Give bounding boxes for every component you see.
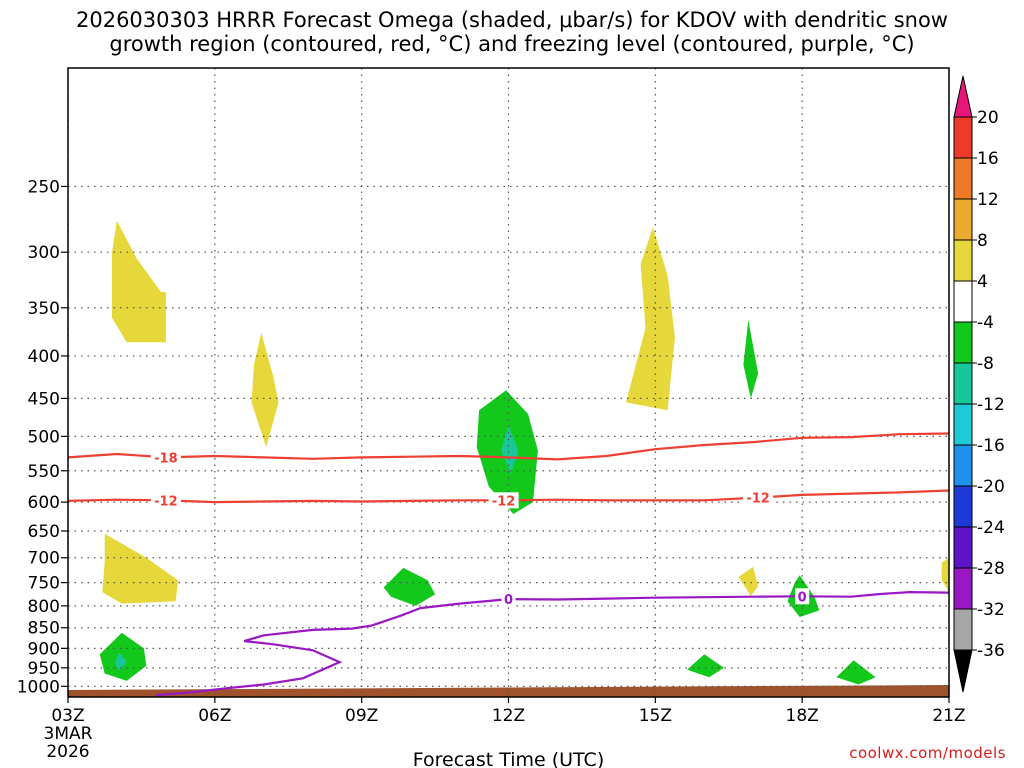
omega-region-13	[687, 654, 724, 678]
x-axis-title: Forecast Time (UTC)	[413, 749, 604, 768]
colorbar-label-10: -24	[977, 518, 1005, 538]
colorbar-bin-11	[953, 526, 973, 569]
x-tick-label-9: 09Z	[345, 706, 378, 726]
colorbar-bin-7	[953, 362, 973, 405]
x-tick-label-15: 15Z	[639, 706, 672, 726]
y-tick-label-600: 600	[28, 493, 60, 513]
axis-labels: 2503003504004505005506006507007508008509…	[17, 177, 966, 768]
colorbar-label-8: -16	[977, 436, 1005, 456]
omega-region-14	[836, 660, 876, 685]
credit-text: coolwx.com/models	[849, 744, 1006, 762]
colorbar-label-7: -12	[977, 395, 1005, 415]
colorbar-label-9: -20	[977, 477, 1005, 497]
y-tick-label-300: 300	[28, 243, 60, 263]
omega-region-12	[114, 652, 127, 671]
y-tick-label-350: 350	[28, 299, 60, 319]
dendritic-contour-18-label-0: -18	[154, 451, 178, 466]
y-tick-label-900: 900	[28, 639, 60, 659]
y-tick-label-700: 700	[28, 549, 60, 569]
dendritic-contour-18-label-bg-0	[150, 449, 181, 466]
y-tick-label-400: 400	[28, 347, 60, 367]
title-line-1: 2026030303 HRRR Forecast Omega (shaded, …	[75, 8, 948, 32]
chart-title: 2026030303 HRRR Forecast Omega (shaded, …	[0, 8, 1024, 56]
omega-region-9	[383, 567, 436, 606]
x-tick-label-3: 03Z	[51, 706, 84, 726]
title-line-2: growth region (contoured, red, °C) and f…	[109, 32, 915, 56]
y-tick-label-550: 550	[28, 462, 60, 482]
colorbar-label-3: 8	[977, 231, 988, 251]
y-tick-label-450: 450	[28, 389, 60, 409]
colorbar-label-1: 16	[977, 149, 999, 169]
ground-band	[68, 685, 949, 697]
colorbar-bin-9	[953, 444, 973, 487]
x-tick-label-12: 12Z	[492, 706, 525, 726]
dendritic-contour-18-line	[67, 432, 950, 461]
colorbar-label-13: -36	[977, 641, 1005, 661]
colorbar-bin-4	[953, 239, 973, 282]
freezing-level-contour-label-0: 0	[504, 593, 513, 608]
colorbar-label-5: -4	[977, 313, 994, 333]
dendritic-contour-12-label-2: -12	[746, 492, 770, 507]
colorbar-label-4: 4	[977, 272, 988, 292]
y-tick-label-250: 250	[28, 177, 60, 197]
omega-region-11	[99, 632, 147, 681]
omega-region-6	[743, 319, 759, 399]
dendritic-contour-12-label-bg-0	[150, 492, 181, 509]
colorbar-label-11: -28	[977, 559, 1005, 579]
colorbar-label-0: 20	[977, 108, 999, 128]
dendritic-contour-12-label-bg-2	[743, 489, 774, 506]
omega-region-2	[626, 227, 675, 411]
colorbar-bin-10	[953, 485, 973, 528]
y-tick-label-850: 850	[28, 619, 60, 639]
colorbar-bin-3	[953, 198, 973, 241]
x-tick-sublabel-1: 2026	[46, 742, 89, 762]
omega-region-5	[941, 557, 949, 593]
x-tick-label-18: 18Z	[786, 706, 819, 726]
y-tick-label-650: 650	[28, 522, 60, 542]
colorbar-bin-13	[953, 608, 973, 651]
temperature-contours: -18 -12 -12 -12 0 0	[67, 432, 950, 697]
omega-region-3	[102, 533, 179, 604]
colorbar: 20 16 12 8 4 -4 -8 -12 -16 -20 -24 -28 -32 -36	[953, 75, 1005, 693]
y-tick-label-950: 950	[28, 659, 60, 679]
x-tick-sublabel-0: 3MAR	[44, 724, 93, 744]
omega-region-4	[738, 566, 759, 596]
freezing-level-contour-label-bg-1	[795, 588, 810, 605]
colorbar-bin-6	[953, 321, 973, 364]
ground-fill	[68, 685, 949, 697]
colorbar-bin-8	[953, 403, 973, 446]
dendritic-contour-12-label-1: -12	[492, 494, 516, 509]
colorbar-bin-2	[953, 157, 973, 200]
colorbar-label-2: 12	[977, 190, 999, 210]
colorbar-arrow-top	[953, 75, 973, 118]
colorbar-arrow-bottom	[953, 649, 973, 693]
x-tick-label-21: 21Z	[932, 706, 965, 726]
colorbar-bin-1	[953, 116, 973, 159]
y-tick-label-500: 500	[28, 427, 60, 447]
colorbar-bin-12	[953, 567, 973, 610]
freezing-level-contour-line	[156, 590, 950, 697]
dendritic-contour-12-label-bg-1	[488, 492, 519, 509]
colorbar-label-6: -8	[977, 354, 994, 374]
colorbar-bin-5	[953, 280, 973, 323]
x-tick-label-6: 06Z	[198, 706, 231, 726]
colorbar-label-12: -32	[977, 600, 1005, 620]
y-tick-label-800: 800	[28, 597, 60, 617]
freezing-level-contour-label-bg-0	[501, 591, 516, 608]
y-tick-label-1000: 1000	[17, 677, 60, 697]
omega-shading	[99, 220, 949, 685]
omega-region-1	[251, 332, 279, 448]
omega-region-0	[112, 220, 166, 343]
freezing-level-contour-label-1: 0	[798, 590, 807, 605]
dendritic-contour-12-label-0: -12	[154, 494, 178, 509]
y-tick-label-750: 750	[28, 574, 60, 594]
omega-region-8	[501, 425, 519, 474]
